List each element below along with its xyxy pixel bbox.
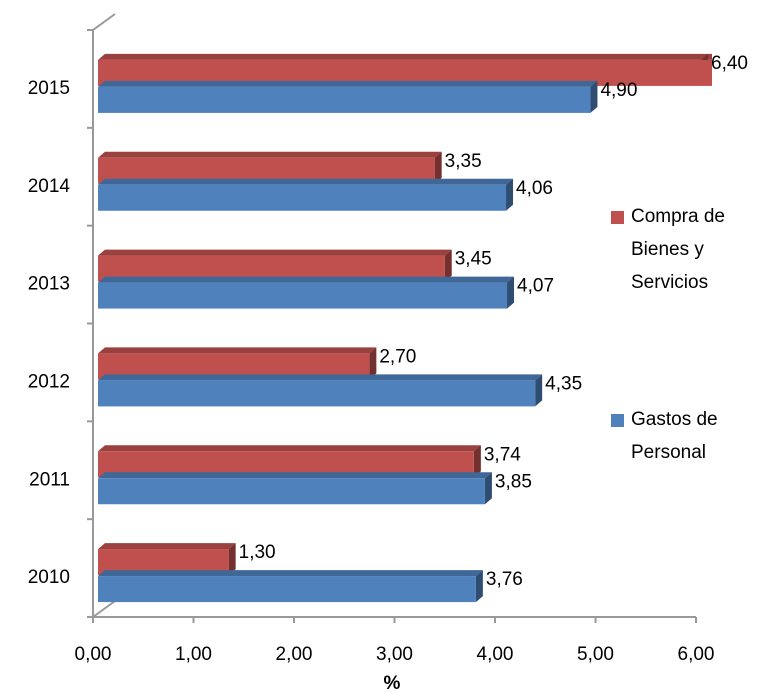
x-tick-label: 2,00	[276, 644, 313, 665]
bar-side	[506, 178, 514, 211]
bar-side	[507, 276, 515, 309]
bar-side	[484, 472, 492, 505]
bar-top	[98, 178, 514, 185]
y-tick-label: 2011	[29, 469, 70, 490]
bar-top	[98, 472, 492, 479]
bars	[98, 53, 712, 603]
bar-side	[590, 80, 598, 113]
bar-top	[98, 570, 483, 577]
bar-top	[98, 249, 452, 256]
bar	[98, 184, 507, 211]
value-label: 3,74	[484, 444, 521, 465]
bar	[98, 380, 536, 407]
bar-top	[98, 276, 515, 283]
value-label: 1,30	[239, 542, 276, 563]
bar-top	[98, 445, 481, 452]
x-tick-label: 4,00	[477, 644, 514, 665]
value-label: 4,06	[516, 178, 553, 199]
bar-top	[98, 53, 712, 60]
y-tick-label: 2012	[28, 371, 70, 392]
value-label: 3,85	[495, 471, 532, 492]
axis-depth	[92, 600, 116, 618]
value-label: 2,70	[379, 346, 416, 367]
bar-top	[98, 374, 543, 381]
value-label: 3,35	[445, 151, 482, 172]
bar-side	[475, 570, 483, 603]
value-label: 4,90	[600, 80, 637, 101]
x-tick-label: 5,00	[577, 644, 614, 665]
bar	[98, 478, 485, 505]
value-label: 4,07	[517, 276, 554, 297]
bar-side	[228, 543, 236, 576]
legend-swatch	[611, 414, 624, 427]
bar	[98, 576, 476, 603]
value-label: 3,45	[455, 249, 492, 270]
bar-top	[98, 151, 442, 158]
x-tick-label: 0,00	[75, 644, 112, 665]
bar-top	[98, 347, 377, 354]
bar	[98, 282, 508, 309]
bar-top	[98, 543, 236, 550]
bar-side	[535, 374, 543, 407]
y-tick-label: 2013	[28, 274, 70, 295]
x-tick-label: 1,00	[175, 644, 212, 665]
y-tick-label: 2010	[28, 567, 70, 588]
bar-side	[369, 347, 377, 380]
y-tick-label: 2015	[28, 78, 70, 99]
legend-swatch	[611, 211, 624, 224]
bar-side	[444, 249, 452, 282]
x-tick-label: 6,00	[678, 644, 715, 665]
y-tick-label: 2014	[28, 176, 71, 197]
legend-label: Compra de Bienes y Servicios	[631, 206, 725, 293]
x-axis-title: %	[384, 673, 401, 692]
value-label: 4,35	[545, 373, 582, 394]
bar-side	[434, 151, 442, 184]
bar-top	[98, 80, 598, 87]
bar-side	[473, 445, 481, 478]
legend-label: Gastos de Personal	[631, 409, 718, 463]
value-label: 3,76	[486, 569, 523, 590]
x-tick-label: 3,00	[376, 644, 413, 665]
bar	[98, 86, 591, 113]
value-label: 6,40	[711, 53, 748, 74]
